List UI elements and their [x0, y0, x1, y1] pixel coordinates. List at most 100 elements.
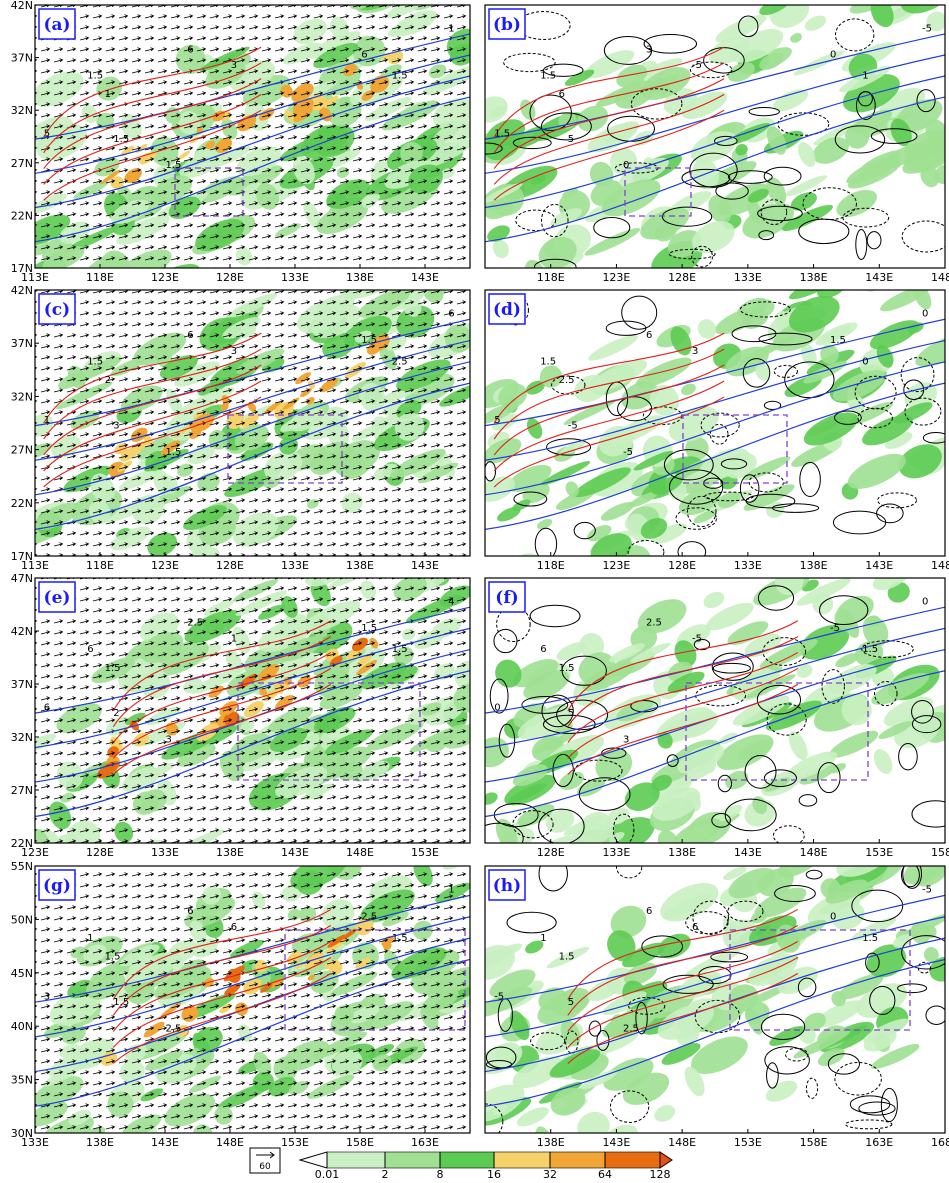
x-tick-label: 128E	[216, 271, 244, 284]
contour-label: -5	[692, 60, 702, 71]
x-tick-label: 128E	[216, 559, 244, 572]
contour-label: 1	[231, 634, 237, 645]
y-tick-label: 40N	[11, 1020, 33, 1033]
colorbar-segment	[605, 1152, 660, 1168]
colorbar-label: 32	[543, 1168, 557, 1179]
colorbar-segment	[550, 1152, 605, 1168]
contour-label: 1	[448, 885, 454, 896]
contour-label: 5	[568, 708, 574, 719]
x-tick-label: 143E	[602, 1136, 630, 1149]
x-tick-label: 133E	[281, 271, 309, 284]
y-tick-label: 42N	[11, 625, 33, 638]
contour-label: 6	[187, 330, 193, 341]
contour-label: 1	[105, 89, 111, 100]
contour-label: 0	[494, 703, 500, 714]
contour-label: 0	[862, 356, 868, 367]
x-tick-label: 128E	[668, 559, 696, 572]
contour-label: 2.5	[559, 375, 575, 386]
contour-label: 1.5	[559, 663, 575, 674]
colorbar-label: 128	[650, 1168, 671, 1179]
contour-label: 4	[448, 597, 454, 608]
contour-label: 0	[922, 309, 928, 320]
contour-label: 1.5	[361, 623, 377, 634]
x-tick-label: 158E	[346, 1136, 374, 1149]
x-tick-label: 168E	[931, 1136, 949, 1149]
y-tick-label: 32N	[11, 731, 33, 744]
contour-label: 6	[646, 330, 652, 341]
x-tick-label: 128E	[537, 846, 565, 859]
colorbar-segment	[440, 1152, 494, 1168]
y-tick-label: 32N	[11, 104, 33, 117]
colorbar-label: 8	[437, 1168, 444, 1179]
wind-vectors	[35, 578, 470, 843]
contour-label: 2.5	[623, 1024, 639, 1035]
panel-label: (e)	[44, 588, 71, 608]
y-tick-label: 27N	[11, 784, 33, 797]
colorbar-min	[300, 1152, 327, 1168]
x-tick-label: 138E	[668, 846, 696, 859]
y-tick-label: 22N	[11, 497, 33, 510]
contour-label: 3	[646, 44, 652, 55]
precip-shading	[37, 1150, 65, 1175]
y-tick-label: 22N	[11, 209, 33, 222]
contour-label: 3	[166, 734, 172, 745]
x-tick-label: 133E	[281, 559, 309, 572]
x-tick-label: 123E	[21, 846, 49, 859]
contour-label: 1	[448, 23, 454, 34]
contour-label: 1.5	[559, 951, 575, 962]
contour-label: 5	[568, 997, 574, 1008]
contour-label: 1	[862, 71, 868, 82]
x-tick-label: 153E	[734, 1136, 762, 1149]
colorbar-segment	[494, 1152, 550, 1168]
x-tick-label: 153E	[411, 846, 439, 859]
contour-label: 2.5	[166, 1024, 182, 1035]
x-tick-label: 143E	[411, 559, 439, 572]
y-tick-label: 45N	[11, 967, 33, 980]
contour-label: -5	[494, 992, 504, 1003]
x-tick-label: 113E	[21, 271, 49, 284]
x-tick-label: 123E	[151, 271, 179, 284]
contour-label: -5	[922, 23, 932, 34]
x-tick-label: 158E	[800, 1136, 828, 1149]
y-tick-label: 42N	[11, 284, 33, 297]
contour-label: 5	[494, 415, 500, 426]
x-tick-label: 118E	[537, 559, 565, 572]
x-tick-label: 148E	[216, 1136, 244, 1149]
colorbar-label: 2	[382, 1168, 389, 1179]
x-tick-label: 123E	[602, 559, 630, 572]
contour-label: 2.5	[392, 356, 408, 367]
y-tick-label: 50N	[11, 913, 33, 926]
y-tick-label: 27N	[11, 444, 33, 457]
contour-label: 1.5	[862, 644, 878, 655]
x-tick-label: 148E	[800, 846, 828, 859]
x-tick-label: 148E	[668, 1136, 696, 1149]
x-tick-label: 138E	[346, 559, 374, 572]
precip-shading	[383, 0, 418, 1]
contour-label: 1.5	[392, 644, 408, 655]
contour-label: 5	[44, 129, 50, 140]
x-tick-label: 128E	[668, 271, 696, 284]
contour-label: 1.5	[494, 129, 510, 140]
contour-label: 3	[231, 60, 237, 71]
colorbar-segment	[385, 1152, 440, 1168]
wind-vectors	[35, 866, 470, 1133]
x-tick-label: 143E	[281, 846, 309, 859]
contour-label: -5	[623, 447, 633, 458]
panel-label: (h)	[493, 876, 521, 896]
x-tick-label: 123E	[151, 559, 179, 572]
panel-label: (f)	[495, 588, 518, 608]
x-tick-label: 158E	[931, 846, 949, 859]
x-tick-label: 133E	[734, 559, 762, 572]
y-tick-label: 37N	[11, 337, 33, 350]
x-tick-label: 138E	[800, 559, 828, 572]
contour-label: 3	[692, 346, 698, 357]
panel-label: (g)	[43, 876, 71, 896]
contour-label: 3	[231, 346, 237, 357]
y-tick-label: 27N	[11, 157, 33, 170]
colorbar-max	[660, 1152, 672, 1168]
